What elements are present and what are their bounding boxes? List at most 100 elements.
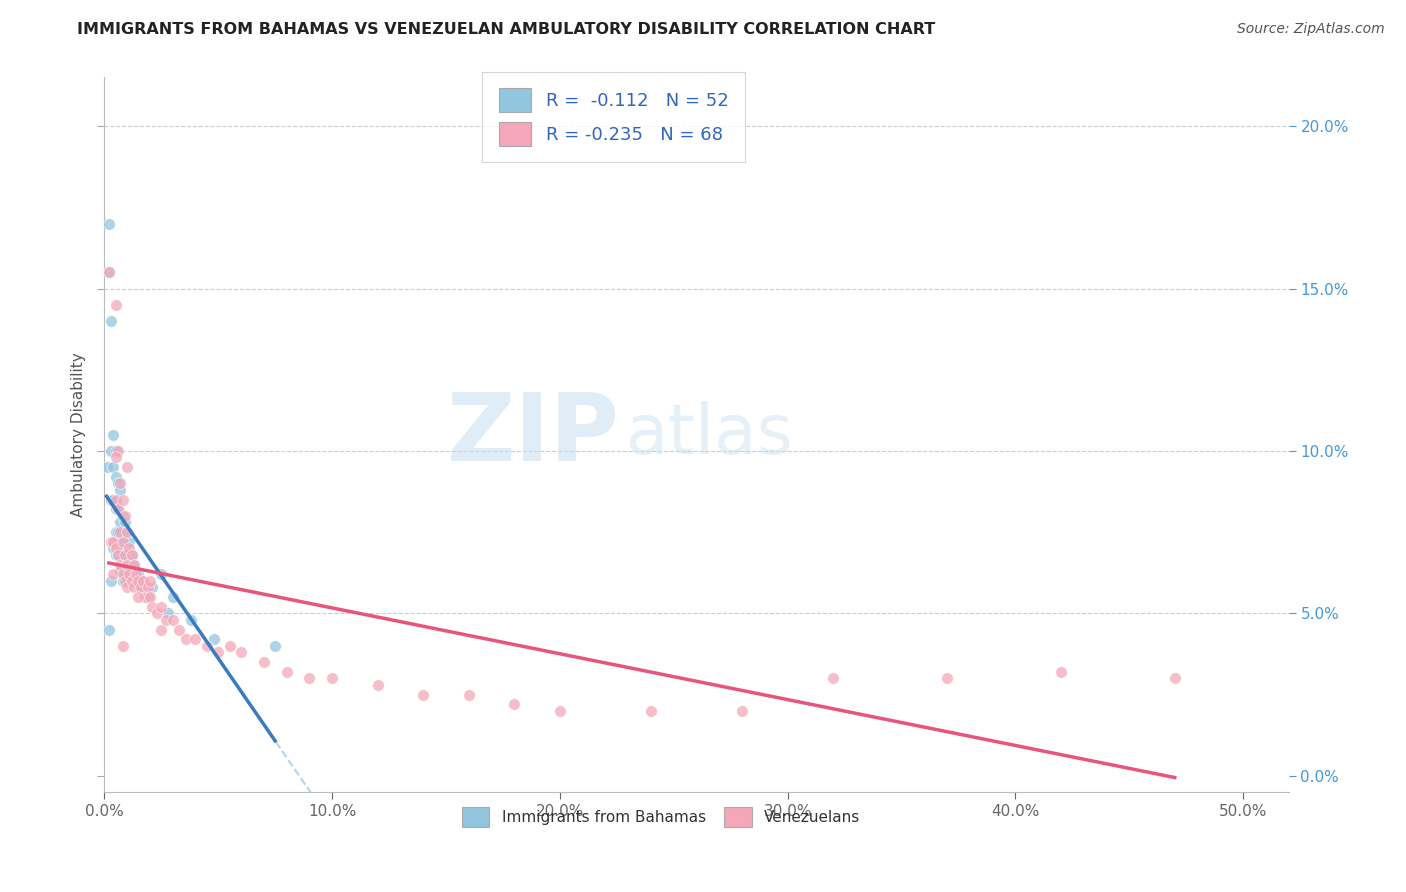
- Point: [115, 548, 138, 562]
- Point: [218, 639, 240, 653]
- Point: [298, 671, 321, 685]
- Point: [104, 541, 127, 556]
- Legend: Immigrants from Bahamas, Venezuelans: Immigrants from Bahamas, Venezuelans: [454, 799, 868, 834]
- Point: [104, 450, 127, 465]
- Point: [150, 567, 173, 582]
- Point: [503, 698, 526, 712]
- Point: [731, 704, 754, 718]
- Point: [169, 623, 191, 637]
- Point: [115, 580, 138, 594]
- Text: ZIP: ZIP: [447, 389, 620, 481]
- Point: [121, 574, 143, 588]
- Point: [132, 574, 155, 588]
- Point: [100, 492, 122, 507]
- Point: [180, 613, 202, 627]
- Point: [136, 590, 159, 604]
- Point: [936, 671, 959, 685]
- Point: [125, 567, 148, 582]
- Point: [367, 678, 389, 692]
- Point: [1050, 665, 1073, 679]
- Point: [97, 265, 120, 279]
- Point: [640, 704, 662, 718]
- Point: [118, 567, 141, 582]
- Point: [121, 574, 143, 588]
- Point: [195, 639, 218, 653]
- Point: [122, 580, 145, 594]
- Point: [174, 632, 197, 647]
- Point: [111, 508, 134, 523]
- Point: [139, 590, 162, 604]
- Point: [110, 564, 132, 578]
- Point: [127, 590, 149, 604]
- Point: [321, 671, 343, 685]
- Point: [139, 574, 162, 588]
- Point: [111, 534, 134, 549]
- Point: [162, 590, 184, 604]
- Point: [111, 574, 134, 588]
- Point: [129, 580, 152, 594]
- Y-axis label: Ambulatory Disability: Ambulatory Disability: [72, 352, 86, 517]
- Point: [114, 541, 136, 556]
- Point: [110, 483, 132, 497]
- Point: [141, 580, 163, 594]
- Point: [114, 508, 136, 523]
- Point: [107, 525, 129, 540]
- Point: [114, 574, 136, 588]
- Point: [103, 460, 125, 475]
- Point: [207, 645, 229, 659]
- Point: [115, 558, 138, 572]
- Point: [103, 567, 125, 582]
- Point: [115, 525, 138, 540]
- Point: [110, 476, 132, 491]
- Point: [103, 534, 125, 549]
- Point: [184, 632, 207, 647]
- Point: [114, 567, 136, 582]
- Point: [104, 298, 127, 312]
- Point: [457, 688, 479, 702]
- Point: [150, 599, 173, 614]
- Point: [276, 665, 298, 679]
- Point: [104, 502, 127, 516]
- Point: [110, 541, 132, 556]
- Point: [202, 632, 225, 647]
- Point: [114, 548, 136, 562]
- Point: [107, 476, 129, 491]
- Point: [155, 613, 177, 627]
- Point: [115, 525, 138, 540]
- Text: Source: ZipAtlas.com: Source: ZipAtlas.com: [1237, 22, 1385, 37]
- Point: [103, 541, 125, 556]
- Point: [111, 532, 134, 546]
- Point: [115, 574, 138, 588]
- Point: [97, 217, 120, 231]
- Point: [100, 574, 122, 588]
- Point: [125, 574, 148, 588]
- Point: [127, 574, 149, 588]
- Point: [104, 525, 127, 540]
- Text: IMMIGRANTS FROM BAHAMAS VS VENEZUELAN AMBULATORY DISABILITY CORRELATION CHART: IMMIGRANTS FROM BAHAMAS VS VENEZUELAN AM…: [77, 22, 935, 37]
- Point: [104, 548, 127, 562]
- Point: [97, 265, 120, 279]
- Point: [96, 460, 118, 475]
- Point: [229, 645, 252, 659]
- Point: [100, 534, 122, 549]
- Point: [157, 607, 180, 621]
- Point: [100, 444, 122, 458]
- Point: [111, 492, 134, 507]
- Point: [110, 558, 132, 572]
- Point: [253, 655, 276, 669]
- Point: [122, 558, 145, 572]
- Point: [121, 548, 143, 562]
- Point: [127, 567, 149, 582]
- Point: [145, 607, 167, 621]
- Point: [110, 516, 132, 530]
- Point: [111, 567, 134, 582]
- Point: [548, 704, 571, 718]
- Point: [412, 688, 434, 702]
- Point: [264, 639, 287, 653]
- Point: [150, 623, 173, 637]
- Point: [107, 502, 129, 516]
- Point: [118, 534, 141, 549]
- Point: [111, 548, 134, 562]
- Text: atlas: atlas: [626, 401, 793, 468]
- Point: [103, 427, 125, 442]
